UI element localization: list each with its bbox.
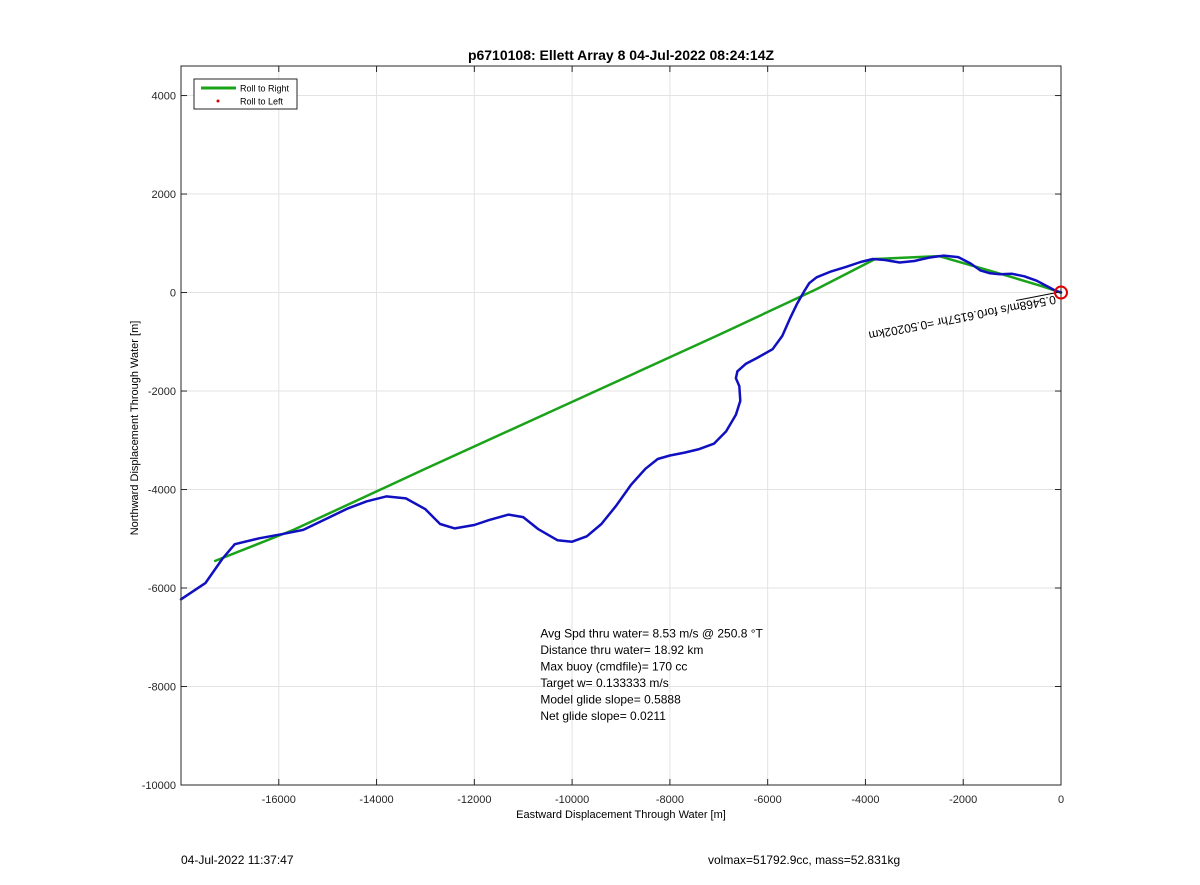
y-tick-label: 2000 [152,189,176,201]
stats-line: Model glide slope= 0.5888 [540,692,681,706]
stats-line: Distance thru water= 18.92 km [540,643,703,657]
x-axis-label: Eastward Displacement Through Water [m] [516,809,726,821]
chart-title: p6710108: Ellett Array 8 04-Jul-2022 08:… [468,47,775,63]
series-line-track [179,254,1063,601]
y-tick-label: -2000 [148,386,176,398]
footer-vol-mass: volmax=51792.9cc, mass=52.831kg [708,853,901,867]
axes: -16000 -14000 -12000 -10000 -8000 -6000 -4000 -… [142,65,1064,806]
end-position-marker [1054,285,1068,300]
plot-series [179,254,1063,601]
drift-arrow [1015,292,1058,302]
y-tick-label: -6000 [148,583,176,595]
x-tick-label: 0 [1058,794,1064,806]
x-tick-label: -14000 [359,794,393,806]
y-axis-label: Northward Displacement Through Water [m] [129,321,141,536]
legend-swatch-dot [216,99,220,103]
y-tick-label: -10000 [142,780,176,792]
annotations: 0.5468m/s for0.6157hr =0.50202km Avg Spd … [540,285,1068,723]
x-tick-label: -16000 [262,794,296,806]
stats-line: Target w= 0.133333 m/s [540,676,668,690]
x-tick-label: -6000 [754,794,782,806]
stats-line: Net glide slope= 0.0211 [540,709,666,723]
x-tick-label: -8000 [656,794,684,806]
series-line-roll-right [213,254,1063,563]
x-tick-label: -2000 [949,794,977,806]
legend: Roll to Right Roll to Left [193,78,298,110]
y-tick-label: -8000 [148,682,176,694]
y-tick-label: 0 [170,288,176,300]
x-tick-label: -10000 [555,794,589,806]
drift-annotation: 0.5468m/s for0.6157hr =0.50202km [867,293,1057,343]
stats-line: Max buoy (cmdfile)= 170 cc [540,659,687,673]
legend-label: Roll to Left [240,97,284,107]
y-tick-label: 4000 [152,91,176,103]
plot-frame [180,65,1062,786]
stats-line: Avg Spd thru water= 8.53 m/s @ 250.8 °T [540,626,763,640]
y-tick-label: -4000 [148,485,176,497]
legend-label: Roll to Right [240,84,290,94]
x-tick-label: -4000 [851,794,879,806]
x-tick-label: -12000 [457,794,491,806]
grid-lines [181,66,1062,786]
footer-timestamp: 04-Jul-2022 11:37:47 [181,853,294,867]
legend-box [193,78,298,110]
